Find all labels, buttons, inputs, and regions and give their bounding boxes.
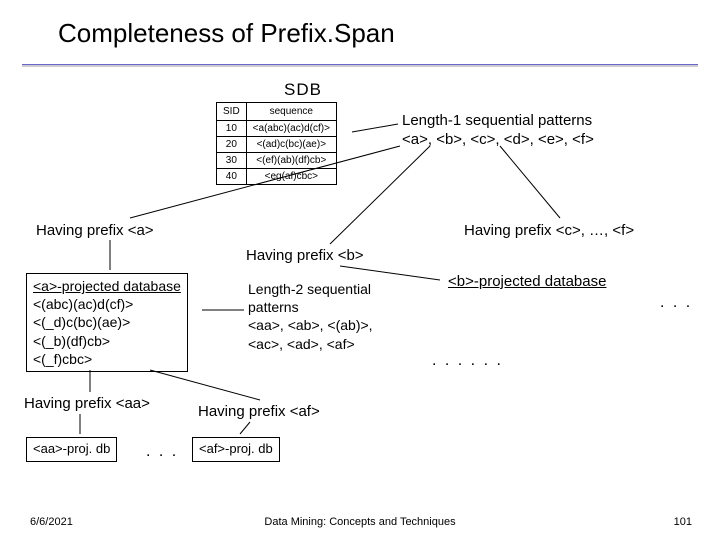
a-db-line: <(abc)(ac)d(cf)> [33,295,181,313]
a-projected-db-box: <a>-projected database <(abc)(ac)d(cf)> … [26,273,188,372]
length2-block: Length-2 sequential patterns <aa>, <ab>,… [248,280,428,353]
title-underline [22,64,698,67]
a-db-line: <(_b)(df)cb> [33,332,181,350]
footer-page: 101 [674,516,692,528]
table-row: 40<eg(af)cbc> [217,169,337,185]
table-row: 20<(ad)c(bc)(ae)> [217,137,337,153]
a-db-line: <(_d)c(bc)(ae)> [33,313,181,331]
having-prefix-a: Having prefix <a> [36,222,154,239]
af-db-text: <af>-proj. db [199,441,273,456]
length1-items: <a>, <b>, <c>, <d>, <e>, <f> [402,131,594,148]
slide-title: Completeness of Prefix.Span [0,0,720,49]
dots-middle: . . . . . . [432,352,503,370]
length2-l3: <aa>, <ab>, <(ab)>, [248,316,428,334]
footer-date: 6/6/2021 [30,516,73,528]
table-header-row: SID sequence [217,103,337,121]
length1-label: Length-1 sequential patterns [402,112,592,129]
having-prefix-aa: Having prefix <aa> [24,395,150,412]
having-prefix-af: Having prefix <af> [198,403,320,420]
sdb-table: SID sequence 10<a(abc)(ac)d(cf)> 20<(ad)… [216,102,337,185]
aa-db-text: <aa>-proj. db [33,441,110,456]
dots-aa: . . . [146,443,178,461]
having-prefix-b: Having prefix <b> [246,247,364,264]
col-sequence: sequence [246,103,336,121]
col-sid: SID [217,103,247,121]
dots-right: . . . [660,294,692,312]
a-db-header: <a>-projected database [33,277,181,295]
length2-l2: patterns [248,298,428,316]
sdb-label: SDB [284,80,322,100]
a-db-line: <(_f)cbc> [33,350,181,368]
aa-proj-db-box: <aa>-proj. db [26,437,117,462]
length2-l1: Length-2 sequential [248,280,428,298]
having-prefix-cf: Having prefix <c>, …, <f> [464,222,634,239]
b-projected-db: <b>-projected database [448,273,606,290]
table-row: 30<(ef)(ab)(df)cb> [217,153,337,169]
table-row: 10<a(abc)(ac)d(cf)> [217,121,337,137]
length2-l4: <ac>, <ad>, <af> [248,335,428,353]
footer-center: Data Mining: Concepts and Techniques [264,516,455,528]
af-proj-db-box: <af>-proj. db [192,437,280,462]
